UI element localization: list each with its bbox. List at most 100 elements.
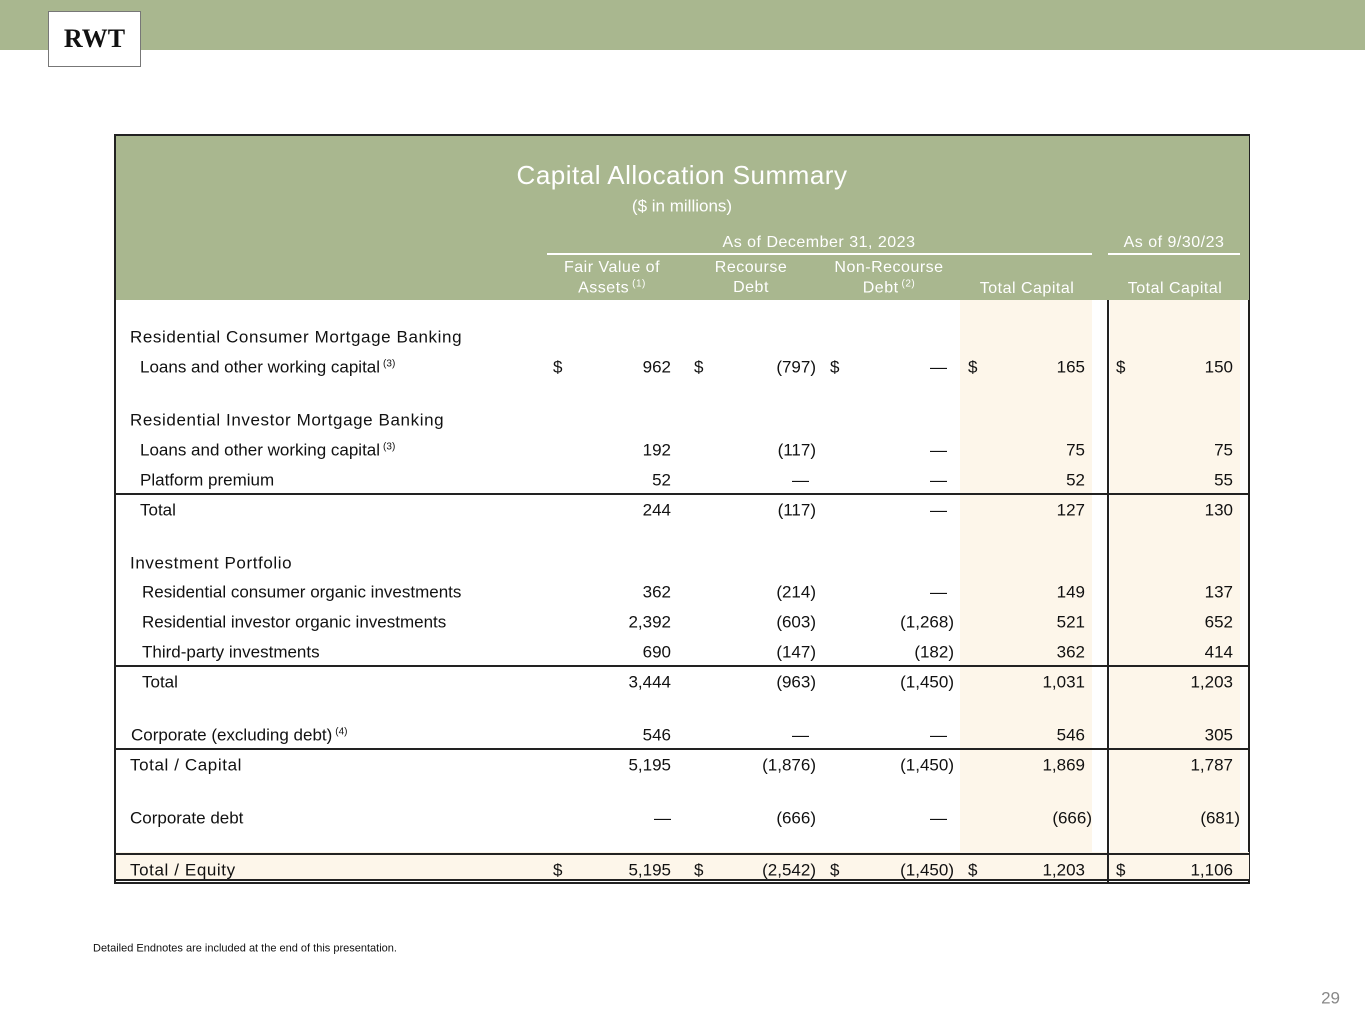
cell-value: 652 <box>1204 612 1233 632</box>
footnote-ref: (3) <box>383 441 396 453</box>
footnote-ref: (1) <box>632 278 646 290</box>
section-label: Residential Investor Mortgage Banking <box>130 410 445 430</box>
row-label: Loans and other working capital (3) <box>140 357 396 377</box>
cell-value: 546 <box>642 725 671 745</box>
cell-value: 546 <box>1056 725 1085 745</box>
footnote-ref: (2) <box>901 278 916 290</box>
column-header: Total Capital <box>979 280 1075 297</box>
cell-value: 2,392 <box>628 612 671 632</box>
cell-value: (1,268) <box>900 612 954 632</box>
table-frame <box>114 134 1250 884</box>
row-label: Corporate (excluding debt) (4) <box>131 725 348 745</box>
cell-value: 962 <box>642 357 671 377</box>
logo: RWT <box>48 11 141 67</box>
cell-value: — <box>792 725 809 745</box>
cell-value: 165 <box>1056 357 1085 377</box>
cell-value: 1,869 <box>1042 755 1085 775</box>
cell-value: 55 <box>1214 470 1233 490</box>
currency-symbol: $ <box>694 860 704 880</box>
column-header: Debt <box>733 279 769 296</box>
cell-value: 1,203 <box>1190 672 1233 692</box>
cell-value: — <box>930 808 947 828</box>
row-label: Loans and other working capital (3) <box>140 440 396 460</box>
cell-value: (2,542) <box>762 860 816 880</box>
column-header: Non-Recourse <box>834 259 944 276</box>
column-header: Total Capital <box>1127 280 1223 297</box>
cell-value: 305 <box>1204 725 1233 745</box>
cell-value: 5,195 <box>628 755 671 775</box>
cell-value: 127 <box>1056 500 1085 520</box>
row-label: Platform premium <box>140 470 275 490</box>
cell-value: 414 <box>1204 642 1233 662</box>
row-label: Third-party investments <box>142 642 320 662</box>
cell-value: — <box>930 357 947 377</box>
highlight-row <box>116 852 1249 880</box>
highlight-column <box>960 300 1092 852</box>
cell-value: 1,031 <box>1042 672 1085 692</box>
section-label: Residential Consumer Mortgage Banking <box>130 327 463 347</box>
cell-value: (681) <box>1200 808 1240 828</box>
row-label: Total / Equity <box>130 860 236 880</box>
cell-value: — <box>654 808 671 828</box>
cell-value: (666) <box>1052 808 1092 828</box>
cell-value: 1,203 <box>1042 860 1085 880</box>
currency-symbol: $ <box>1116 357 1126 377</box>
cell-value: (797) <box>776 357 816 377</box>
cell-value: (117) <box>777 440 816 460</box>
currency-symbol: $ <box>968 860 978 880</box>
row-label: Corporate debt <box>130 808 244 828</box>
cell-value: 137 <box>1204 582 1233 602</box>
cell-value: — <box>930 725 947 745</box>
cell-value: 75 <box>1066 440 1085 460</box>
cell-value: 244 <box>642 500 671 520</box>
cell-value: 521 <box>1056 612 1085 632</box>
currency-symbol: $ <box>694 357 704 377</box>
row-label: Total <box>140 500 176 520</box>
row-rule <box>116 665 1249 667</box>
cell-value: (147) <box>776 642 816 662</box>
cell-value: 1,787 <box>1190 755 1233 775</box>
currency-symbol: $ <box>830 860 840 880</box>
row-label: Residential consumer organic investments <box>142 582 462 602</box>
currency-symbol: $ <box>553 860 563 880</box>
cell-value: (214) <box>776 582 816 602</box>
cell-value: 75 <box>1214 440 1233 460</box>
cell-value: (963) <box>776 672 816 692</box>
cell-value: 149 <box>1056 582 1085 602</box>
cell-value: 690 <box>642 642 671 662</box>
row-rule <box>116 493 1249 495</box>
group-header: As of 9/30/23 <box>1123 234 1225 251</box>
group-header: As of December 31, 2023 <box>722 234 916 251</box>
row-label: Total <box>142 672 178 692</box>
cell-value: 52 <box>652 470 671 490</box>
column-header: Fair Value of <box>563 259 661 276</box>
currency-symbol: $ <box>553 357 563 377</box>
footnote-ref: (4) <box>335 726 348 738</box>
cell-value: (1,450) <box>900 860 954 880</box>
table-title: Capital Allocation Summary <box>516 160 848 190</box>
section-label: Investment Portfolio <box>130 553 293 573</box>
header-rule <box>1108 253 1240 255</box>
currency-symbol: $ <box>1116 860 1126 880</box>
top-band <box>0 0 1365 50</box>
cell-value: (603) <box>776 612 816 632</box>
page-number: 29 <box>1321 988 1340 1008</box>
cell-value: 192 <box>642 440 671 460</box>
column-header: Assets (1) <box>578 278 646 297</box>
cell-value: — <box>930 500 947 520</box>
cell-value: (117) <box>777 500 816 520</box>
currency-symbol: $ <box>830 357 840 377</box>
row-rule <box>116 853 1249 855</box>
footnote-ref: (3) <box>383 358 396 370</box>
cell-value: — <box>930 470 947 490</box>
cell-value: — <box>792 470 809 490</box>
cell-value: 130 <box>1204 500 1233 520</box>
header-rule <box>547 253 1092 255</box>
cell-value: (182) <box>914 642 954 662</box>
cell-value: 52 <box>1066 470 1085 490</box>
footnote: Detailed Endnotes are included at the en… <box>93 942 397 955</box>
cell-value: — <box>930 582 947 602</box>
cell-value: — <box>930 440 947 460</box>
cell-value: 150 <box>1204 357 1233 377</box>
